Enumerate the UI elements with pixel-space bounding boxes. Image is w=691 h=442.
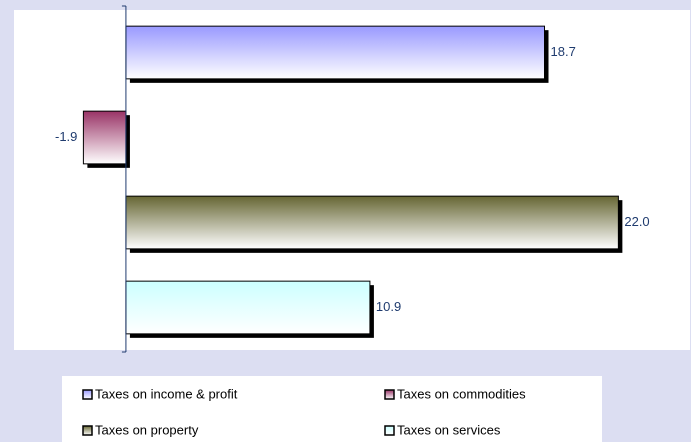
legend-label: Taxes on property (95, 422, 199, 437)
legend-swatch (384, 425, 395, 436)
legend-swatch (82, 389, 93, 400)
legend-swatch (384, 389, 395, 400)
bar (125, 195, 619, 250)
legend (62, 376, 602, 442)
data-label: 18.7 (551, 44, 576, 59)
legend-swatch (82, 425, 93, 436)
data-label: 10.9 (376, 299, 401, 314)
bar (125, 280, 371, 335)
legend-label: Taxes on services (397, 422, 501, 437)
bar (125, 25, 546, 80)
data-label: 22.0 (624, 214, 649, 229)
legend-label: Taxes on income & profit (95, 386, 238, 401)
bar (82, 110, 127, 165)
data-label: -1.9 (55, 129, 77, 144)
legend-label: Taxes on commodities (397, 386, 526, 401)
